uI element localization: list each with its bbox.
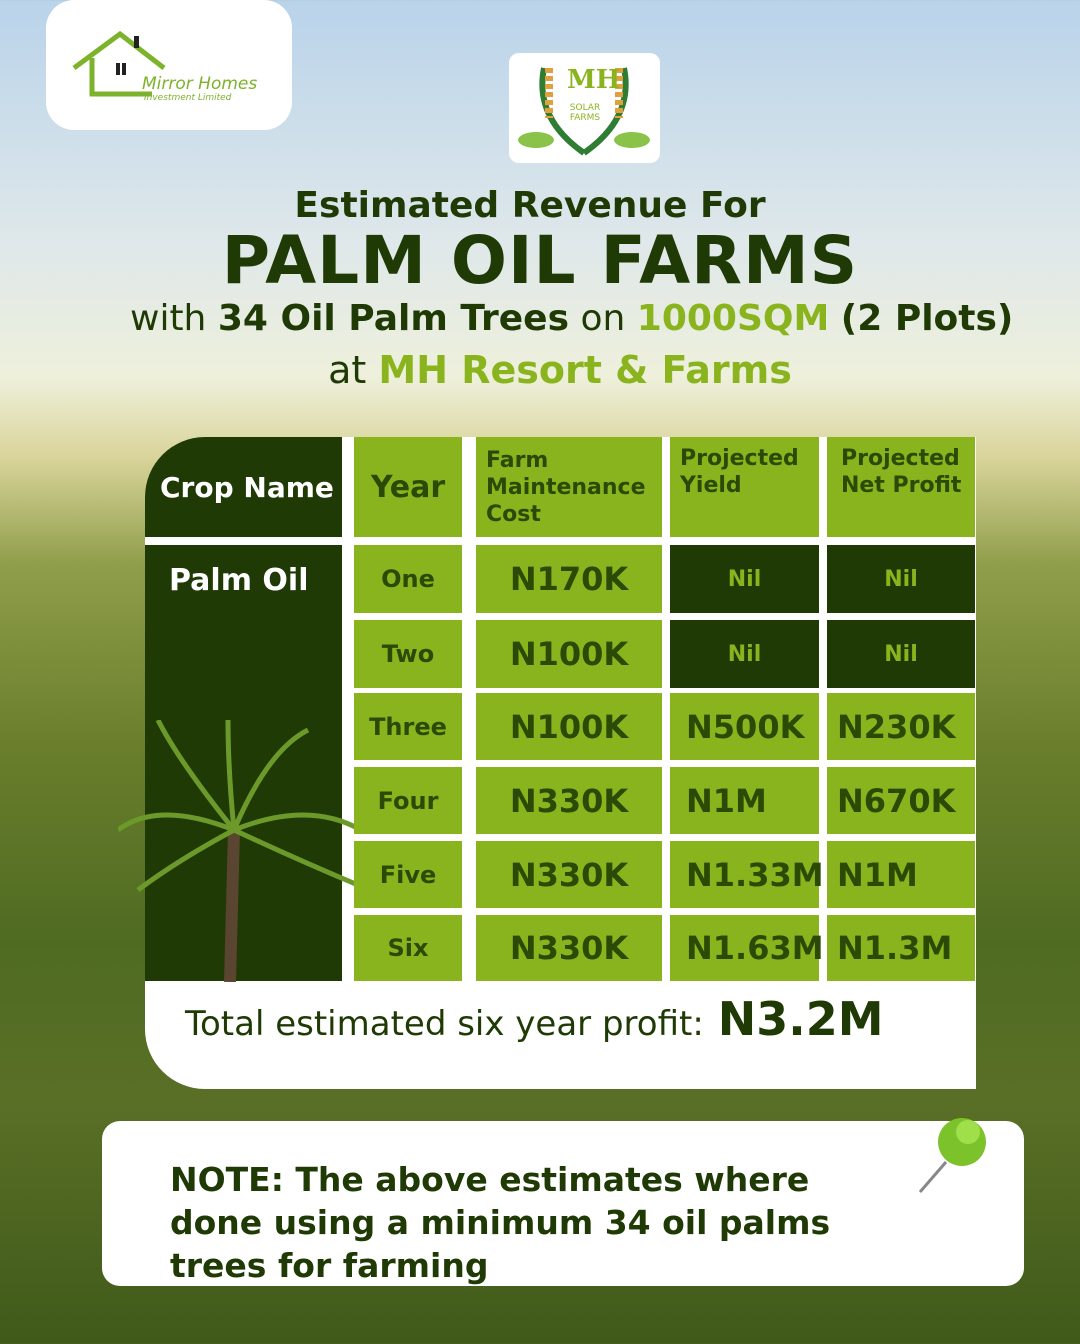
- logo-subtext: SOLAR FARMS: [569, 103, 601, 123]
- title-line3: with 34 Oil Palm Trees on 1000SQM (2 Plo…: [130, 298, 1014, 339]
- total-profit-value: N3.2M: [717, 992, 884, 1046]
- year-cell: Three: [354, 693, 462, 760]
- header-cost: Farm Maintenance Cost: [476, 437, 662, 537]
- yield-cell: Nil: [670, 620, 819, 688]
- cost-cell: N330K: [476, 767, 662, 834]
- profit-cell: N1.3M: [827, 915, 975, 981]
- profit-cell: N230K: [827, 693, 975, 760]
- cost-cell: N330K: [476, 915, 662, 981]
- logo-mark: MH: [567, 65, 621, 95]
- crop-name-cell: Palm Oil: [145, 545, 342, 981]
- cost-cell: N330K: [476, 841, 662, 908]
- mirror-homes-logo: Mirror Homes Investment Limited: [46, 0, 292, 130]
- logo-subtext: Investment Limited: [144, 93, 232, 103]
- logo-text: Mirror Homes: [142, 74, 258, 94]
- header-year: Year: [354, 437, 462, 537]
- cost-cell: N170K: [476, 545, 662, 613]
- title-line1: Estimated Revenue For: [294, 185, 766, 226]
- page-title: PALM OIL FARMS: [221, 222, 859, 299]
- year-cell: One: [354, 545, 462, 613]
- mh-solar-farms-logo: MH SOLAR FARMS: [509, 53, 660, 163]
- cost-cell: N100K: [476, 620, 662, 688]
- year-cell: Five: [354, 841, 462, 908]
- total-profit: Total estimated six year profit: N3.2M: [185, 992, 884, 1046]
- note-box: [102, 1121, 1024, 1286]
- yield-cell: N1M: [670, 767, 819, 834]
- profit-cell: N1M: [827, 841, 975, 908]
- palm-tree-image: [118, 720, 363, 982]
- profit-cell: Nil: [827, 545, 975, 613]
- note-text: NOTE: The above estimates where done usi…: [170, 1160, 831, 1285]
- profit-cell: N670K: [827, 767, 975, 834]
- cost-cell: N100K: [476, 693, 662, 760]
- header-net-profit: Projected Net Profit: [827, 437, 975, 537]
- yield-cell: Nil: [670, 545, 819, 613]
- header-crop-name: Crop Name: [145, 437, 342, 537]
- yield-cell: N500K: [670, 693, 819, 760]
- year-cell: Two: [354, 620, 462, 688]
- profit-cell: Nil: [827, 620, 975, 688]
- pushpin-icon: [918, 1118, 986, 1193]
- house-icon: [72, 30, 166, 97]
- header-yield: Projected Yield: [670, 437, 819, 537]
- year-cell: Six: [354, 915, 462, 981]
- yield-cell: N1.33M: [670, 841, 824, 908]
- yield-cell: N1.63M: [670, 915, 824, 981]
- title-line4: at MH Resort & Farms: [328, 348, 792, 392]
- year-cell: Four: [354, 767, 462, 834]
